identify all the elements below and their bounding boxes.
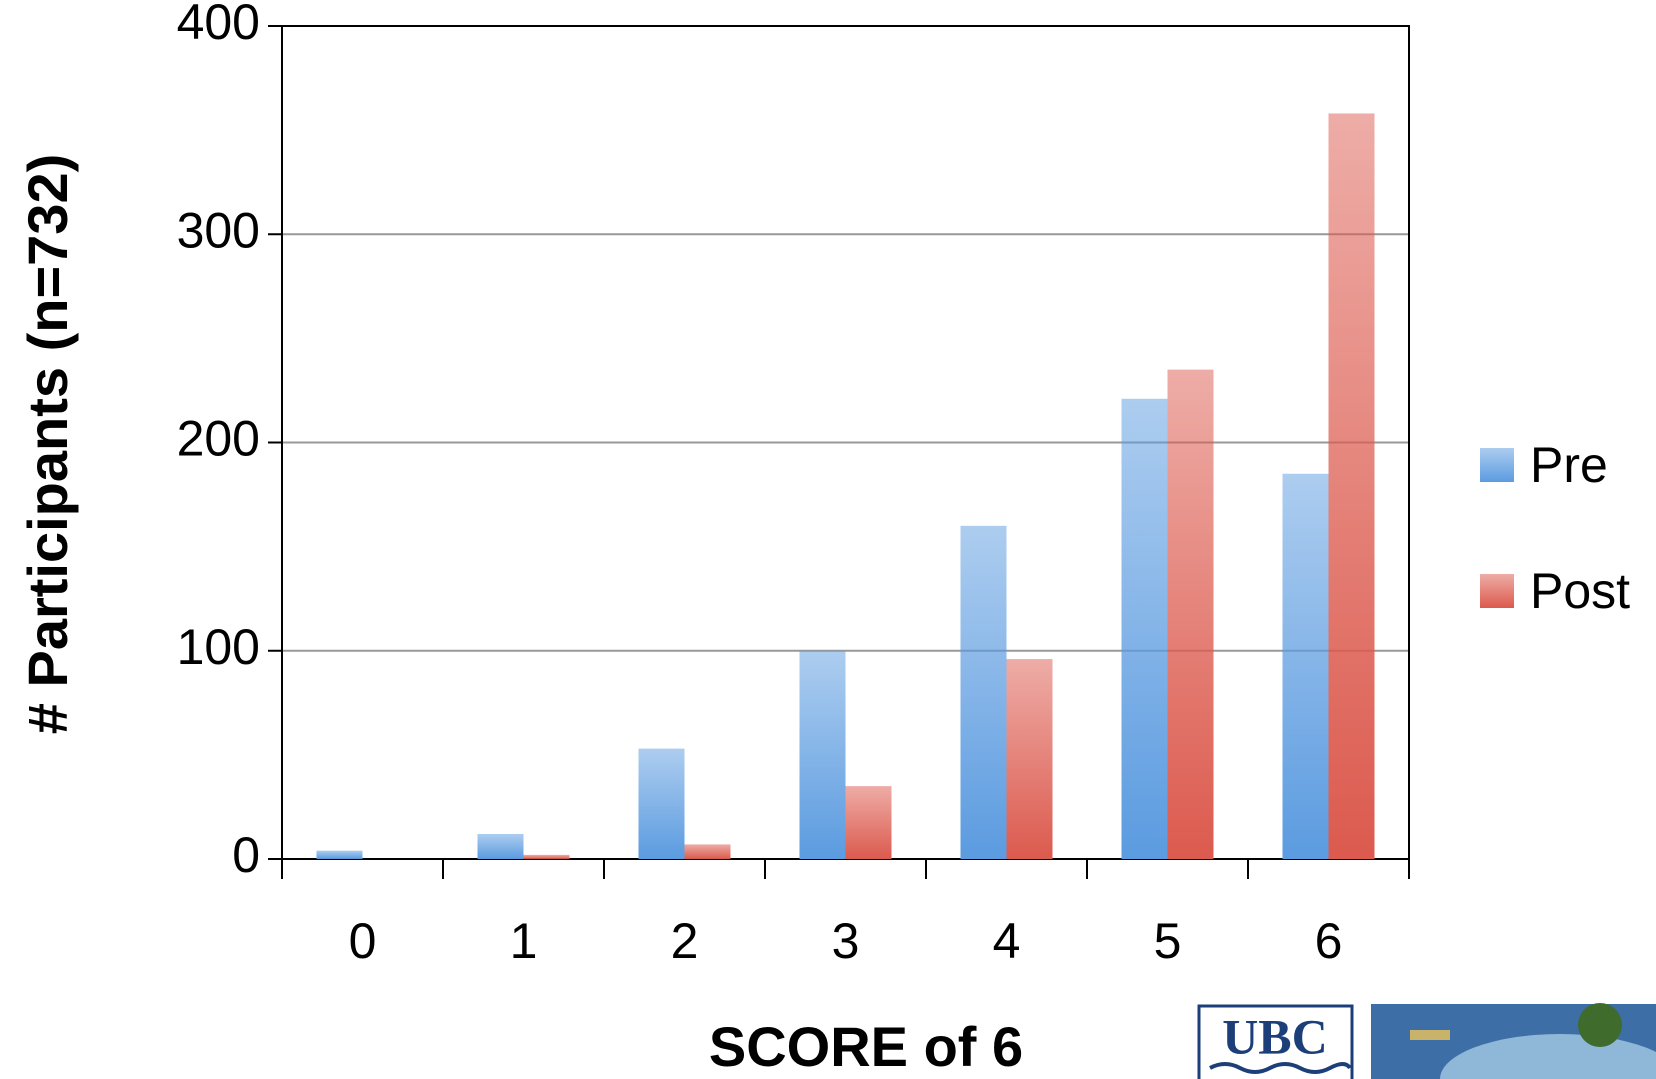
bar: [845, 786, 892, 859]
bar: [1006, 659, 1053, 859]
y-axis-title: # Participants (n=732): [16, 154, 79, 734]
logos: UBC: [1197, 1003, 1656, 1079]
x-axis-title: SCORE of 6: [709, 1015, 1023, 1078]
ubc-logo-text: UBC: [1222, 1008, 1328, 1064]
logo-waves: [1209, 1062, 1352, 1074]
legend-swatch: [1480, 574, 1514, 608]
y-tick-label: 400: [177, 0, 260, 50]
bar: [1167, 369, 1214, 859]
x-tick-label: 2: [671, 913, 699, 969]
y-tick-label: 100: [177, 619, 260, 675]
bar: [523, 854, 570, 859]
y-tick-label: 0: [232, 827, 260, 883]
legend-label: Post: [1530, 563, 1630, 619]
satellite: [1410, 1030, 1450, 1040]
x-tick-label: 0: [349, 913, 377, 969]
y-tick-label: 200: [177, 411, 260, 467]
x-tick-label: 6: [1315, 913, 1343, 969]
x-tick-label: 5: [1154, 913, 1182, 969]
y-tick-label: 300: [177, 202, 260, 258]
bar: [1121, 398, 1168, 859]
bar: [1282, 473, 1329, 859]
bar: [960, 525, 1007, 859]
legend-swatch: [1480, 448, 1514, 482]
x-tick-label: 4: [993, 913, 1021, 969]
bar: [1328, 113, 1375, 860]
tree: [1578, 1003, 1622, 1047]
bar: [316, 850, 363, 859]
legend-label: Pre: [1530, 437, 1608, 493]
bar: [477, 834, 524, 859]
x-tick-label: 1: [510, 913, 538, 969]
x-tick-label: 3: [832, 913, 860, 969]
bar: [684, 844, 731, 859]
bar: [799, 650, 846, 859]
bar: [638, 748, 685, 859]
